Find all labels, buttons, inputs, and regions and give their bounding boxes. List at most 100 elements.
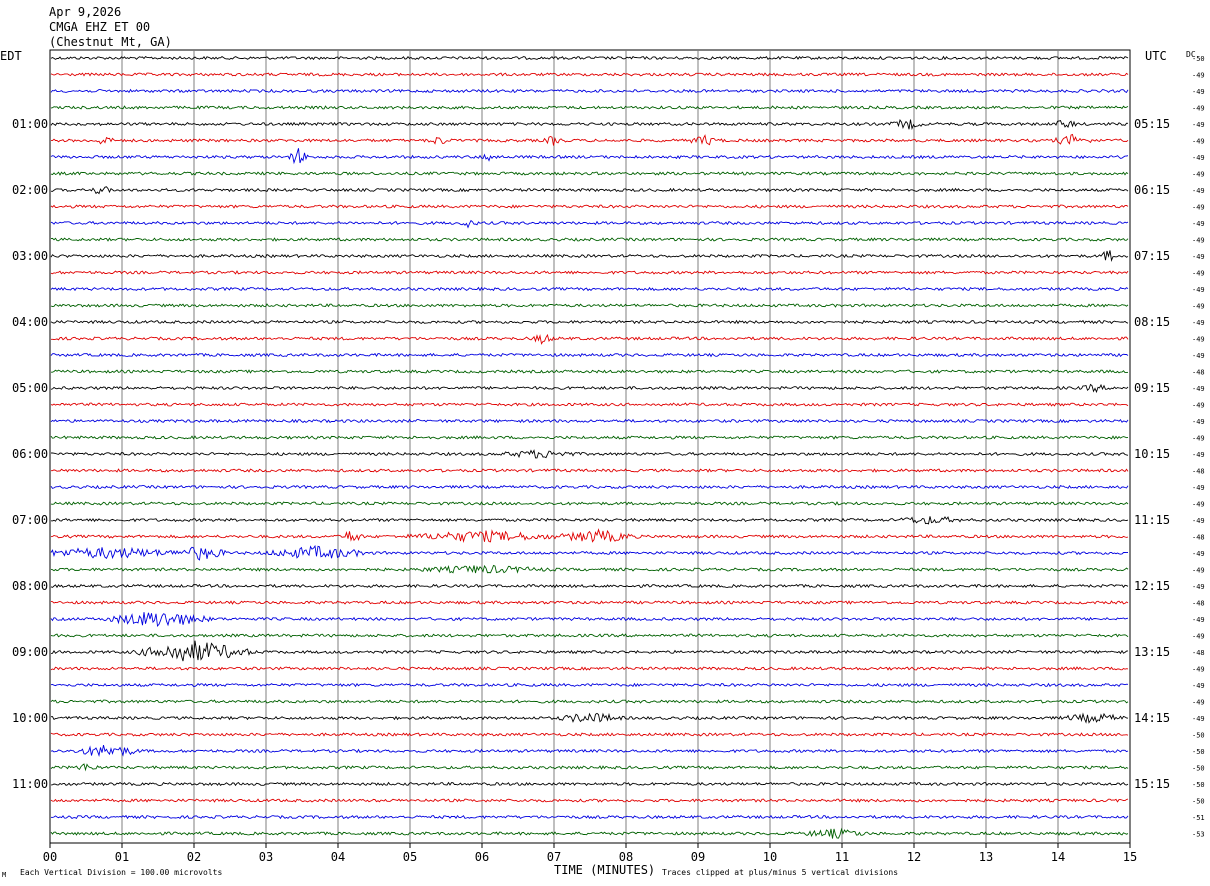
dc-offset-label: -49 bbox=[1192, 501, 1205, 509]
right-hour-label: 10:15 bbox=[1134, 447, 1170, 461]
x-tick-label: 08 bbox=[619, 850, 633, 864]
trace-line bbox=[50, 186, 1129, 195]
trace-line bbox=[50, 219, 1129, 229]
trace-line bbox=[51, 468, 1129, 473]
trace-line bbox=[50, 612, 1129, 628]
x-tick-label: 04 bbox=[331, 850, 345, 864]
dc-offset-label: -50 bbox=[1192, 732, 1205, 740]
trace-line bbox=[50, 682, 1129, 688]
x-tick-label: 03 bbox=[259, 850, 273, 864]
left-hour-label: 10:00 bbox=[12, 711, 48, 725]
dc-offset-label: -48 bbox=[1192, 600, 1205, 608]
trace-line bbox=[50, 781, 1129, 787]
right-hour-label: 13:15 bbox=[1134, 645, 1170, 659]
dc-label: DC bbox=[1186, 50, 1196, 59]
dc-offset-label: -49 bbox=[1192, 220, 1205, 228]
trace-line bbox=[50, 418, 1129, 424]
left-hour-label: 08:00 bbox=[12, 579, 48, 593]
dc-offset-label: -49 bbox=[1192, 270, 1205, 278]
dc-offset-label: -49 bbox=[1192, 418, 1205, 426]
left-hour-label: 05:00 bbox=[12, 381, 48, 395]
trace-line bbox=[51, 449, 1129, 459]
trace-line bbox=[50, 383, 1129, 394]
trace-line bbox=[50, 712, 1129, 724]
x-tick-label: 07 bbox=[547, 850, 561, 864]
left-hour-label: 06:00 bbox=[12, 447, 48, 461]
dc-offset-label: -51 bbox=[1192, 814, 1205, 822]
trace-line bbox=[50, 286, 1129, 292]
left-hour-label: 01:00 bbox=[12, 117, 48, 131]
trace-line bbox=[50, 204, 1129, 209]
dc-offset-label: -49 bbox=[1192, 154, 1205, 162]
dc-offset-label: -53 bbox=[1192, 831, 1205, 839]
trace-line bbox=[50, 55, 1129, 61]
dc-offset-label: -49 bbox=[1192, 385, 1205, 393]
trace-line bbox=[50, 827, 1129, 839]
dc-offset-label: -48 bbox=[1192, 649, 1205, 657]
trace-line bbox=[50, 666, 1129, 671]
date-label: Apr 9,2026 bbox=[49, 5, 122, 19]
trace-line bbox=[50, 544, 1129, 561]
edt-label: EDT bbox=[0, 49, 22, 63]
x-tick-label: 11 bbox=[835, 850, 849, 864]
trace-line bbox=[50, 600, 1129, 605]
dc-offset-label: -50 bbox=[1192, 781, 1205, 789]
trace-line bbox=[50, 105, 1129, 110]
trace-line bbox=[51, 369, 1129, 374]
trace-line bbox=[50, 814, 1129, 820]
trace-line bbox=[50, 732, 1129, 737]
right-hour-label: 06:15 bbox=[1134, 183, 1170, 197]
trace-line bbox=[50, 303, 1129, 308]
dc-offset-label: -49 bbox=[1192, 402, 1205, 410]
right-hour-label: 05:15 bbox=[1134, 117, 1170, 131]
trace-line bbox=[50, 763, 1129, 772]
dc-offset-label: -49 bbox=[1192, 237, 1205, 245]
x-tick-label: 09 bbox=[691, 850, 705, 864]
clip-note: Traces clipped at plus/minus 5 vertical … bbox=[662, 868, 898, 877]
trace-line bbox=[50, 744, 1129, 757]
x-tick-label: 10 bbox=[763, 850, 777, 864]
trace-line bbox=[51, 133, 1129, 146]
left-hour-label: 11:00 bbox=[12, 777, 48, 791]
dc-offset-label: -49 bbox=[1192, 451, 1205, 459]
x-tick-label: 15 bbox=[1123, 850, 1137, 864]
dc-offset-label: -49 bbox=[1192, 567, 1205, 575]
plot-frame bbox=[49, 49, 1131, 844]
dc-offset-label: -49 bbox=[1192, 484, 1205, 492]
trace-line bbox=[50, 435, 1129, 440]
right-hour-label: 15:15 bbox=[1134, 777, 1170, 791]
dc-offset-label: -50 bbox=[1192, 748, 1205, 756]
x-tick-label: 12 bbox=[907, 850, 921, 864]
dc-offset-label: -50 bbox=[1192, 765, 1205, 773]
trace-line bbox=[50, 501, 1129, 506]
trace-line bbox=[51, 333, 1129, 345]
trace-line bbox=[50, 237, 1129, 242]
dc-offset-label: -49 bbox=[1192, 550, 1205, 558]
dc-offset-label: -49 bbox=[1192, 105, 1205, 113]
dc-offset-label: -49 bbox=[1192, 633, 1205, 641]
trace-line bbox=[50, 583, 1129, 589]
station-label: CMGA EHZ ET 00 bbox=[49, 20, 151, 34]
utc-label: UTC bbox=[1145, 49, 1167, 63]
dc-offset-label: -49 bbox=[1192, 204, 1205, 212]
scale-note: Each Vertical Division = 100.00 microvol… bbox=[20, 868, 222, 877]
left-hour-label: 07:00 bbox=[12, 513, 48, 527]
trace-line bbox=[50, 564, 1129, 574]
dc-offset-label: -49 bbox=[1192, 517, 1205, 525]
dc-offset-label: -49 bbox=[1192, 253, 1205, 261]
axis-labels: 00 01 02 03 04 05 06 07 08 09 10 11 12 13 14 15 -50 -49 -4… bbox=[12, 55, 1205, 864]
dc-offset-label: -49 bbox=[1192, 88, 1205, 96]
dc-offset-label: -48 bbox=[1192, 369, 1205, 377]
right-hour-label: 14:15 bbox=[1134, 711, 1170, 725]
right-hour-label: 08:15 bbox=[1134, 315, 1170, 329]
trace-line bbox=[50, 633, 1129, 638]
right-hour-label: 07:15 bbox=[1134, 249, 1170, 263]
dc-offset-label: -49 bbox=[1192, 666, 1205, 674]
right-hour-label: 12:15 bbox=[1134, 579, 1170, 593]
left-hour-label: 09:00 bbox=[12, 645, 48, 659]
right-hour-label: 11:15 bbox=[1134, 513, 1170, 527]
trace-line bbox=[50, 516, 1129, 525]
trace-line bbox=[50, 640, 1129, 662]
dc-offset-label: -49 bbox=[1192, 715, 1205, 723]
